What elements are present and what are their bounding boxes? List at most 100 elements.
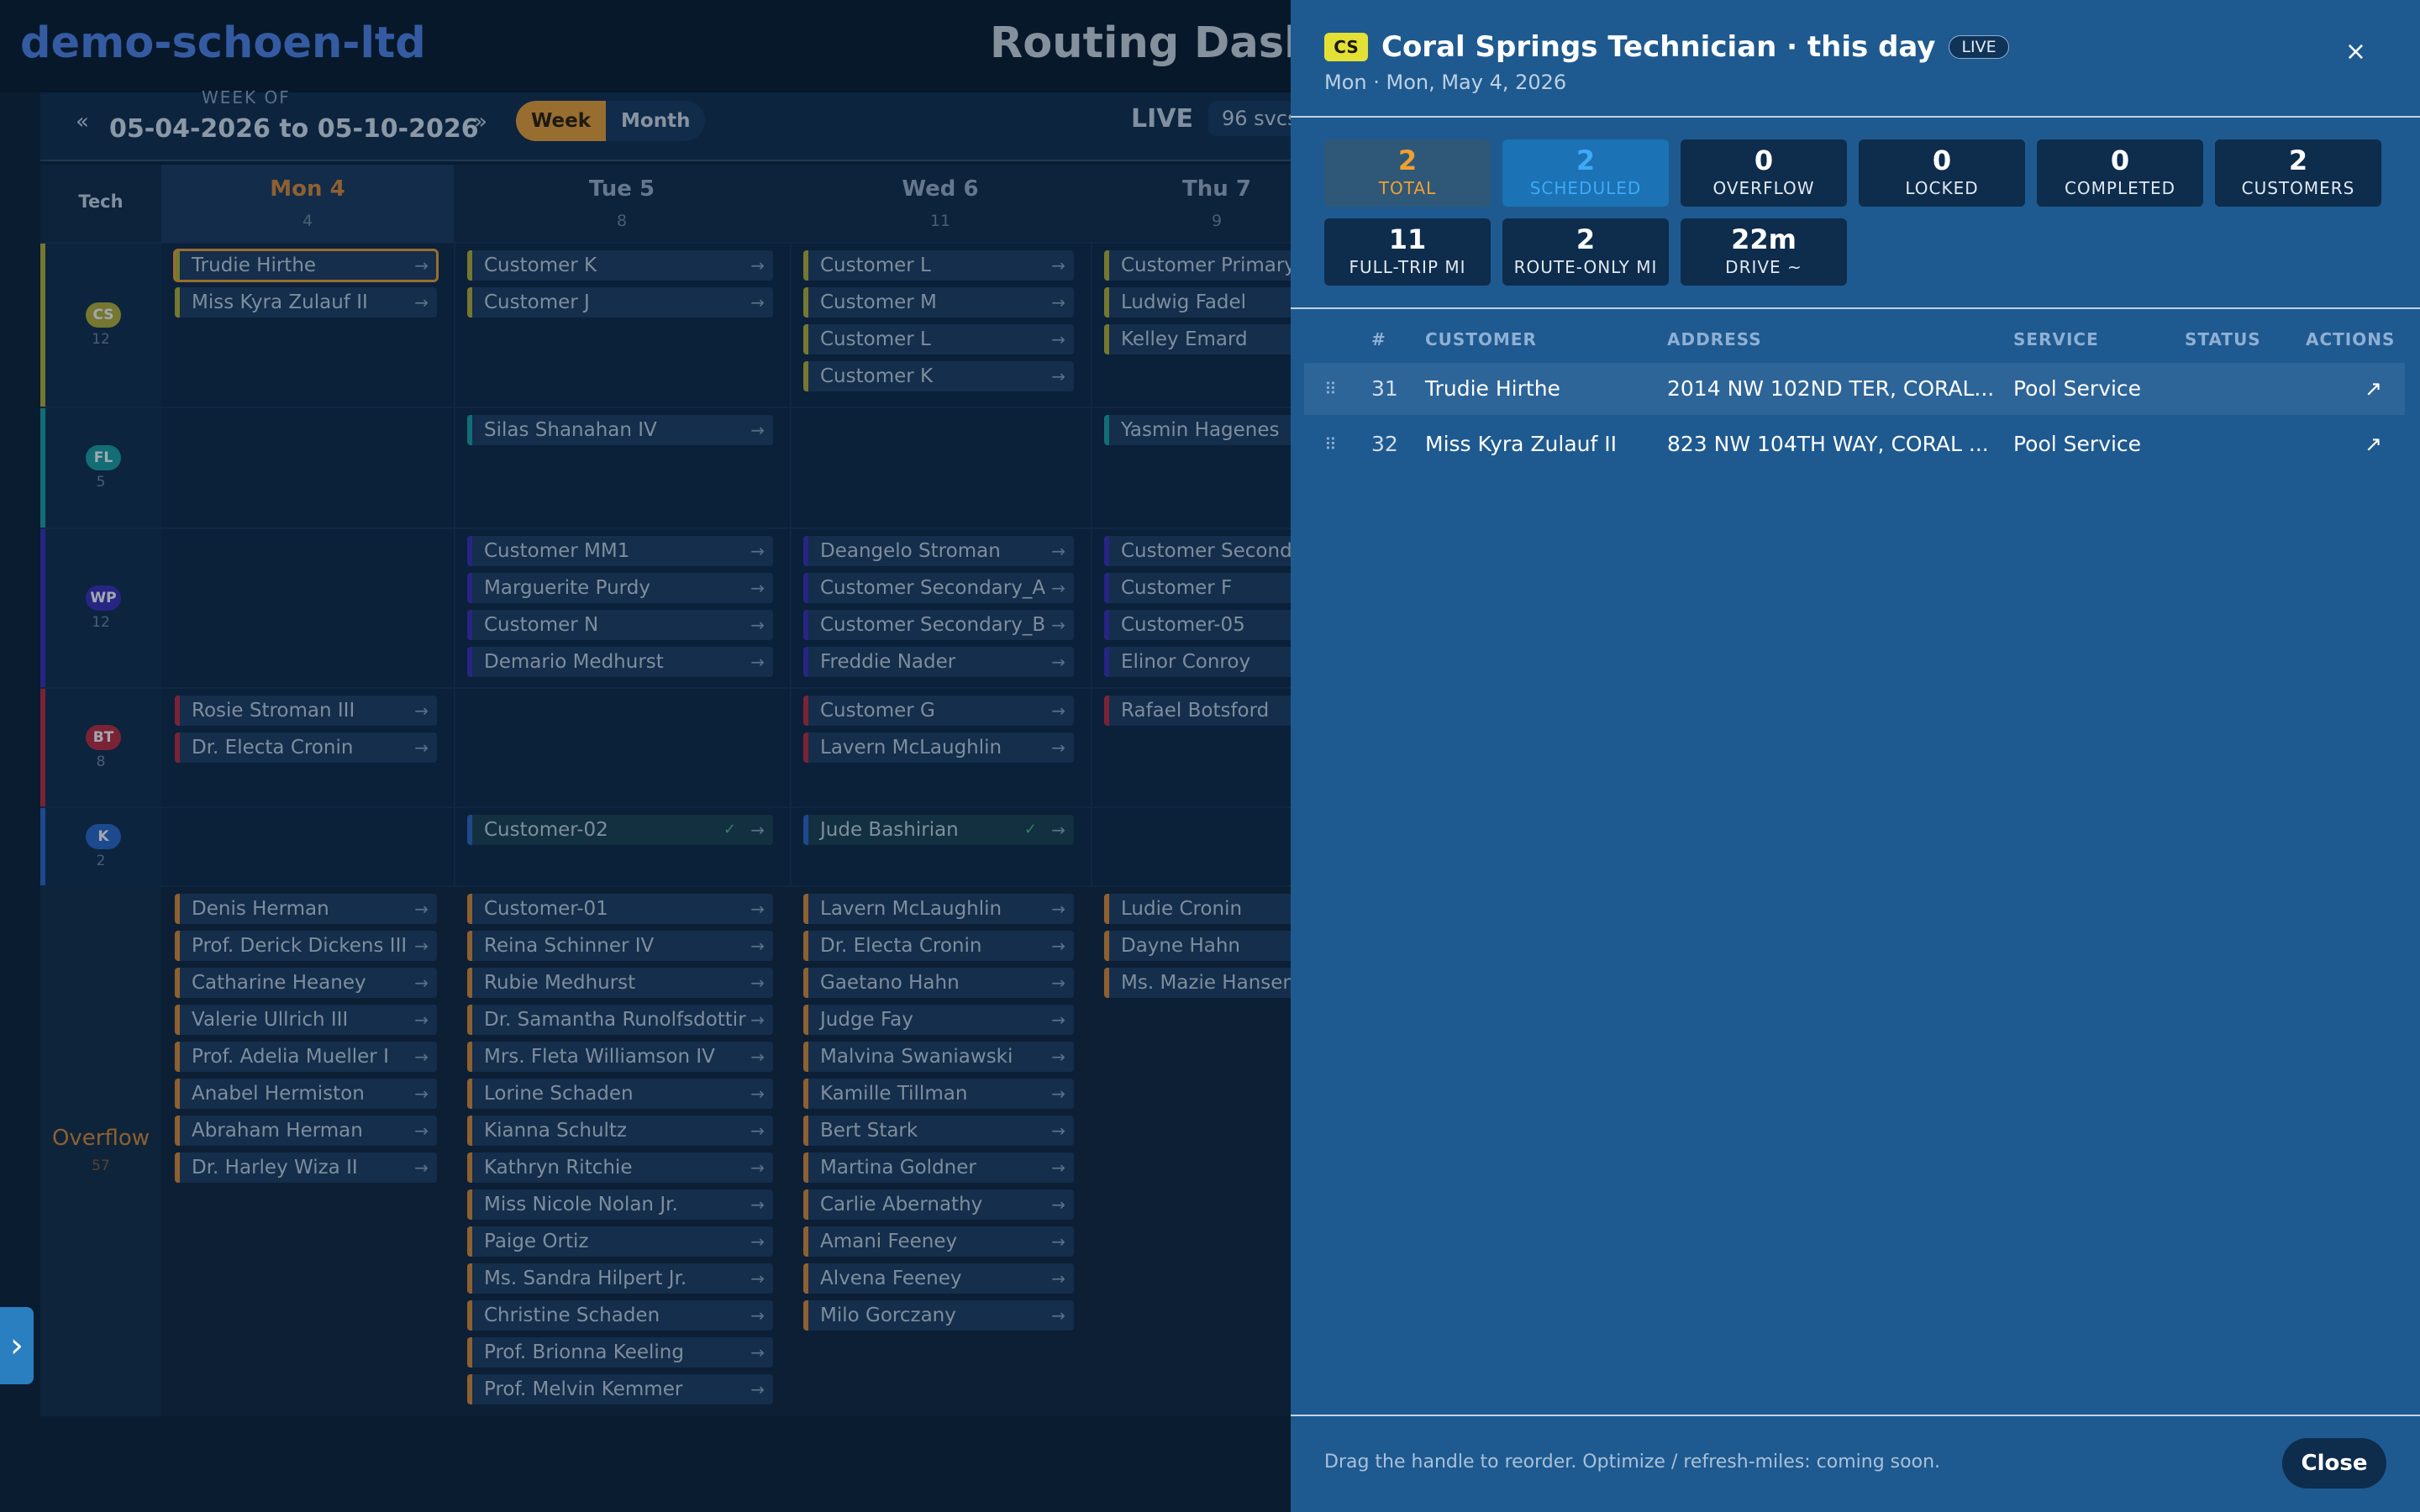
job-chip[interactable]: Malvina Swaniawski → — [803, 1042, 1074, 1072]
day-header-1[interactable]: Tue 5 8 — [454, 165, 790, 242]
job-chip[interactable]: Customer K → — [803, 361, 1074, 391]
table-row[interactable]: ⠿ 32 Miss Kyra Zulauf II 823 NW 104TH WA… — [1304, 418, 2405, 470]
day-header-2[interactable]: Wed 6 11 — [790, 165, 1091, 242]
arrow-right-icon[interactable]: → — [1051, 652, 1065, 672]
job-chip[interactable]: Kianna Schultz → — [467, 1116, 773, 1146]
job-chip[interactable]: Alvena Feeney → — [803, 1263, 1074, 1294]
arrow-right-icon[interactable]: → — [1051, 615, 1065, 635]
job-chip[interactable]: Reina Schinner IV → — [467, 931, 773, 961]
job-chip[interactable]: Marguerite Purdy → — [467, 573, 773, 603]
arrow-right-icon[interactable]: → — [1051, 1010, 1065, 1030]
arrow-right-icon[interactable]: → — [414, 738, 429, 758]
arrow-right-icon[interactable]: → — [750, 292, 765, 312]
job-chip[interactable]: Kelley Emard→ — [1104, 324, 1291, 354]
arrow-right-icon[interactable]: → — [1051, 936, 1065, 956]
arrow-right-icon[interactable]: → — [1051, 973, 1065, 993]
open-external-icon[interactable]: ↗ — [2365, 432, 2382, 456]
arrow-right-icon[interactable]: → — [750, 615, 765, 635]
job-chip[interactable]: Customer Secondary→ — [1104, 536, 1291, 566]
next-week-button[interactable]: » — [474, 109, 487, 134]
drag-handle-icon[interactable]: ⠿ — [1324, 434, 1337, 454]
job-chip[interactable]: Ludie Cronin→ — [1104, 894, 1291, 924]
job-chip[interactable]: Dr. Electa Cronin → — [175, 732, 437, 763]
tech-avatar[interactable]: WP — [86, 585, 121, 611]
arrow-right-icon[interactable]: → — [750, 899, 765, 919]
arrow-right-icon[interactable]: → — [414, 1084, 429, 1104]
job-chip[interactable]: Prof. Brionna Keeling → — [467, 1337, 773, 1368]
job-chip[interactable]: Customer-01 → — [467, 894, 773, 924]
arrow-right-icon[interactable]: → — [750, 1379, 765, 1399]
job-chip[interactable]: Customer MM1 → — [467, 536, 773, 566]
job-chip[interactable]: Miss Kyra Zulauf II → — [175, 287, 437, 318]
day-header-3[interactable]: Thu 7 9 — [1091, 165, 1291, 242]
job-chip[interactable]: Ludwig Fadel→ — [1104, 287, 1291, 318]
job-chip[interactable]: Judge Fay → — [803, 1005, 1074, 1035]
month-view-button[interactable]: Month — [621, 110, 691, 132]
arrow-right-icon[interactable]: → — [414, 1158, 429, 1178]
job-chip[interactable]: Customer-02 ✓ → — [467, 815, 773, 845]
stat-total[interactable]: 2 TOTAL — [1324, 139, 1491, 207]
arrow-right-icon[interactable]: → — [750, 1047, 765, 1067]
job-chip[interactable]: Customer M → — [803, 287, 1074, 318]
job-chip[interactable]: Demario Medhurst → — [467, 647, 773, 677]
arrow-right-icon[interactable]: → — [414, 936, 429, 956]
arrow-right-icon[interactable]: → — [1051, 1231, 1065, 1252]
arrow-right-icon[interactable]: → — [1051, 899, 1065, 919]
job-chip[interactable]: Prof. Adelia Mueller I → — [175, 1042, 437, 1072]
arrow-right-icon[interactable]: → — [414, 899, 429, 919]
open-external-icon[interactable]: ↗ — [2365, 376, 2382, 401]
job-chip[interactable]: Elinor Conroy→ — [1104, 647, 1291, 677]
prev-week-button[interactable]: « — [76, 109, 89, 134]
job-chip[interactable]: Lavern McLaughlin → — [803, 732, 1074, 763]
tech-avatar[interactable]: CS — [86, 302, 121, 328]
job-chip[interactable]: Lorine Schaden → — [467, 1079, 773, 1109]
job-chip[interactable]: Ms. Sandra Hilpert Jr. → — [467, 1263, 773, 1294]
job-chip[interactable]: Customer Secondary_A → — [803, 573, 1074, 603]
arrow-right-icon[interactable]: → — [414, 701, 429, 721]
arrow-right-icon[interactable]: → — [750, 1231, 765, 1252]
job-chip[interactable]: Bert Stark → — [803, 1116, 1074, 1146]
arrow-right-icon[interactable]: → — [1051, 1084, 1065, 1104]
arrow-right-icon[interactable]: → — [1051, 1305, 1065, 1326]
table-row[interactable]: ⠿ 31 Trudie Hirthe 2014 NW 102ND TER, CO… — [1304, 363, 2405, 415]
day-header-0[interactable]: Mon 4 4 — [161, 165, 454, 242]
arrow-right-icon[interactable]: → — [1051, 329, 1065, 349]
tech-avatar[interactable]: BT — [86, 725, 121, 750]
job-chip[interactable]: Miss Nicole Nolan Jr. → — [467, 1189, 773, 1220]
job-chip[interactable]: Rubie Medhurst → — [467, 968, 773, 998]
job-chip[interactable]: Customer K → — [467, 250, 773, 281]
arrow-right-icon[interactable]: → — [750, 973, 765, 993]
job-chip[interactable]: Kamille Tillman → — [803, 1079, 1074, 1109]
tech-avatar[interactable]: FL — [86, 445, 121, 470]
job-chip[interactable]: Customer L → — [803, 324, 1074, 354]
arrow-right-icon[interactable]: → — [750, 578, 765, 598]
arrow-right-icon[interactable]: → — [750, 1305, 765, 1326]
job-chip[interactable]: Denis Herman → — [175, 894, 437, 924]
job-chip[interactable]: Freddie Nader → — [803, 647, 1074, 677]
job-chip[interactable]: Mrs. Fleta Williamson IV → — [467, 1042, 773, 1072]
arrow-right-icon[interactable]: → — [414, 973, 429, 993]
arrow-right-icon[interactable]: → — [750, 1158, 765, 1178]
arrow-right-icon[interactable]: → — [750, 255, 765, 276]
arrow-right-icon[interactable]: → — [1051, 1194, 1065, 1215]
job-chip[interactable]: Yasmin Hagenes→ — [1104, 415, 1291, 445]
close-icon[interactable]: × — [2344, 37, 2366, 66]
stat-scheduled[interactable]: 2 SCHEDULED — [1502, 139, 1669, 207]
job-chip[interactable]: Trudie Hirthe → — [173, 249, 439, 282]
job-chip[interactable]: Dayne Hahn→ — [1104, 931, 1291, 961]
job-chip[interactable]: Carlie Abernathy → — [803, 1189, 1074, 1220]
job-chip[interactable]: Customer G → — [803, 696, 1074, 726]
arrow-right-icon[interactable]: → — [750, 1121, 765, 1141]
job-chip[interactable]: Martina Goldner → — [803, 1152, 1074, 1183]
job-chip[interactable]: Customer J → — [467, 287, 773, 318]
close-button[interactable]: Close — [2282, 1438, 2386, 1488]
job-chip[interactable]: Dr. Samantha Runolfsdottir → — [467, 1005, 773, 1035]
job-chip[interactable]: Customer N → — [467, 610, 773, 640]
arrow-right-icon[interactable]: → — [1051, 738, 1065, 758]
job-chip[interactable]: Prof. Melvin Kemmer → — [467, 1374, 773, 1404]
arrow-right-icon[interactable]: → — [414, 255, 429, 276]
job-chip[interactable]: Dr. Electa Cronin → — [803, 931, 1074, 961]
arrow-right-icon[interactable]: → — [750, 1010, 765, 1030]
arrow-right-icon[interactable]: → — [750, 1342, 765, 1362]
arrow-right-icon[interactable]: → — [1051, 1121, 1065, 1141]
